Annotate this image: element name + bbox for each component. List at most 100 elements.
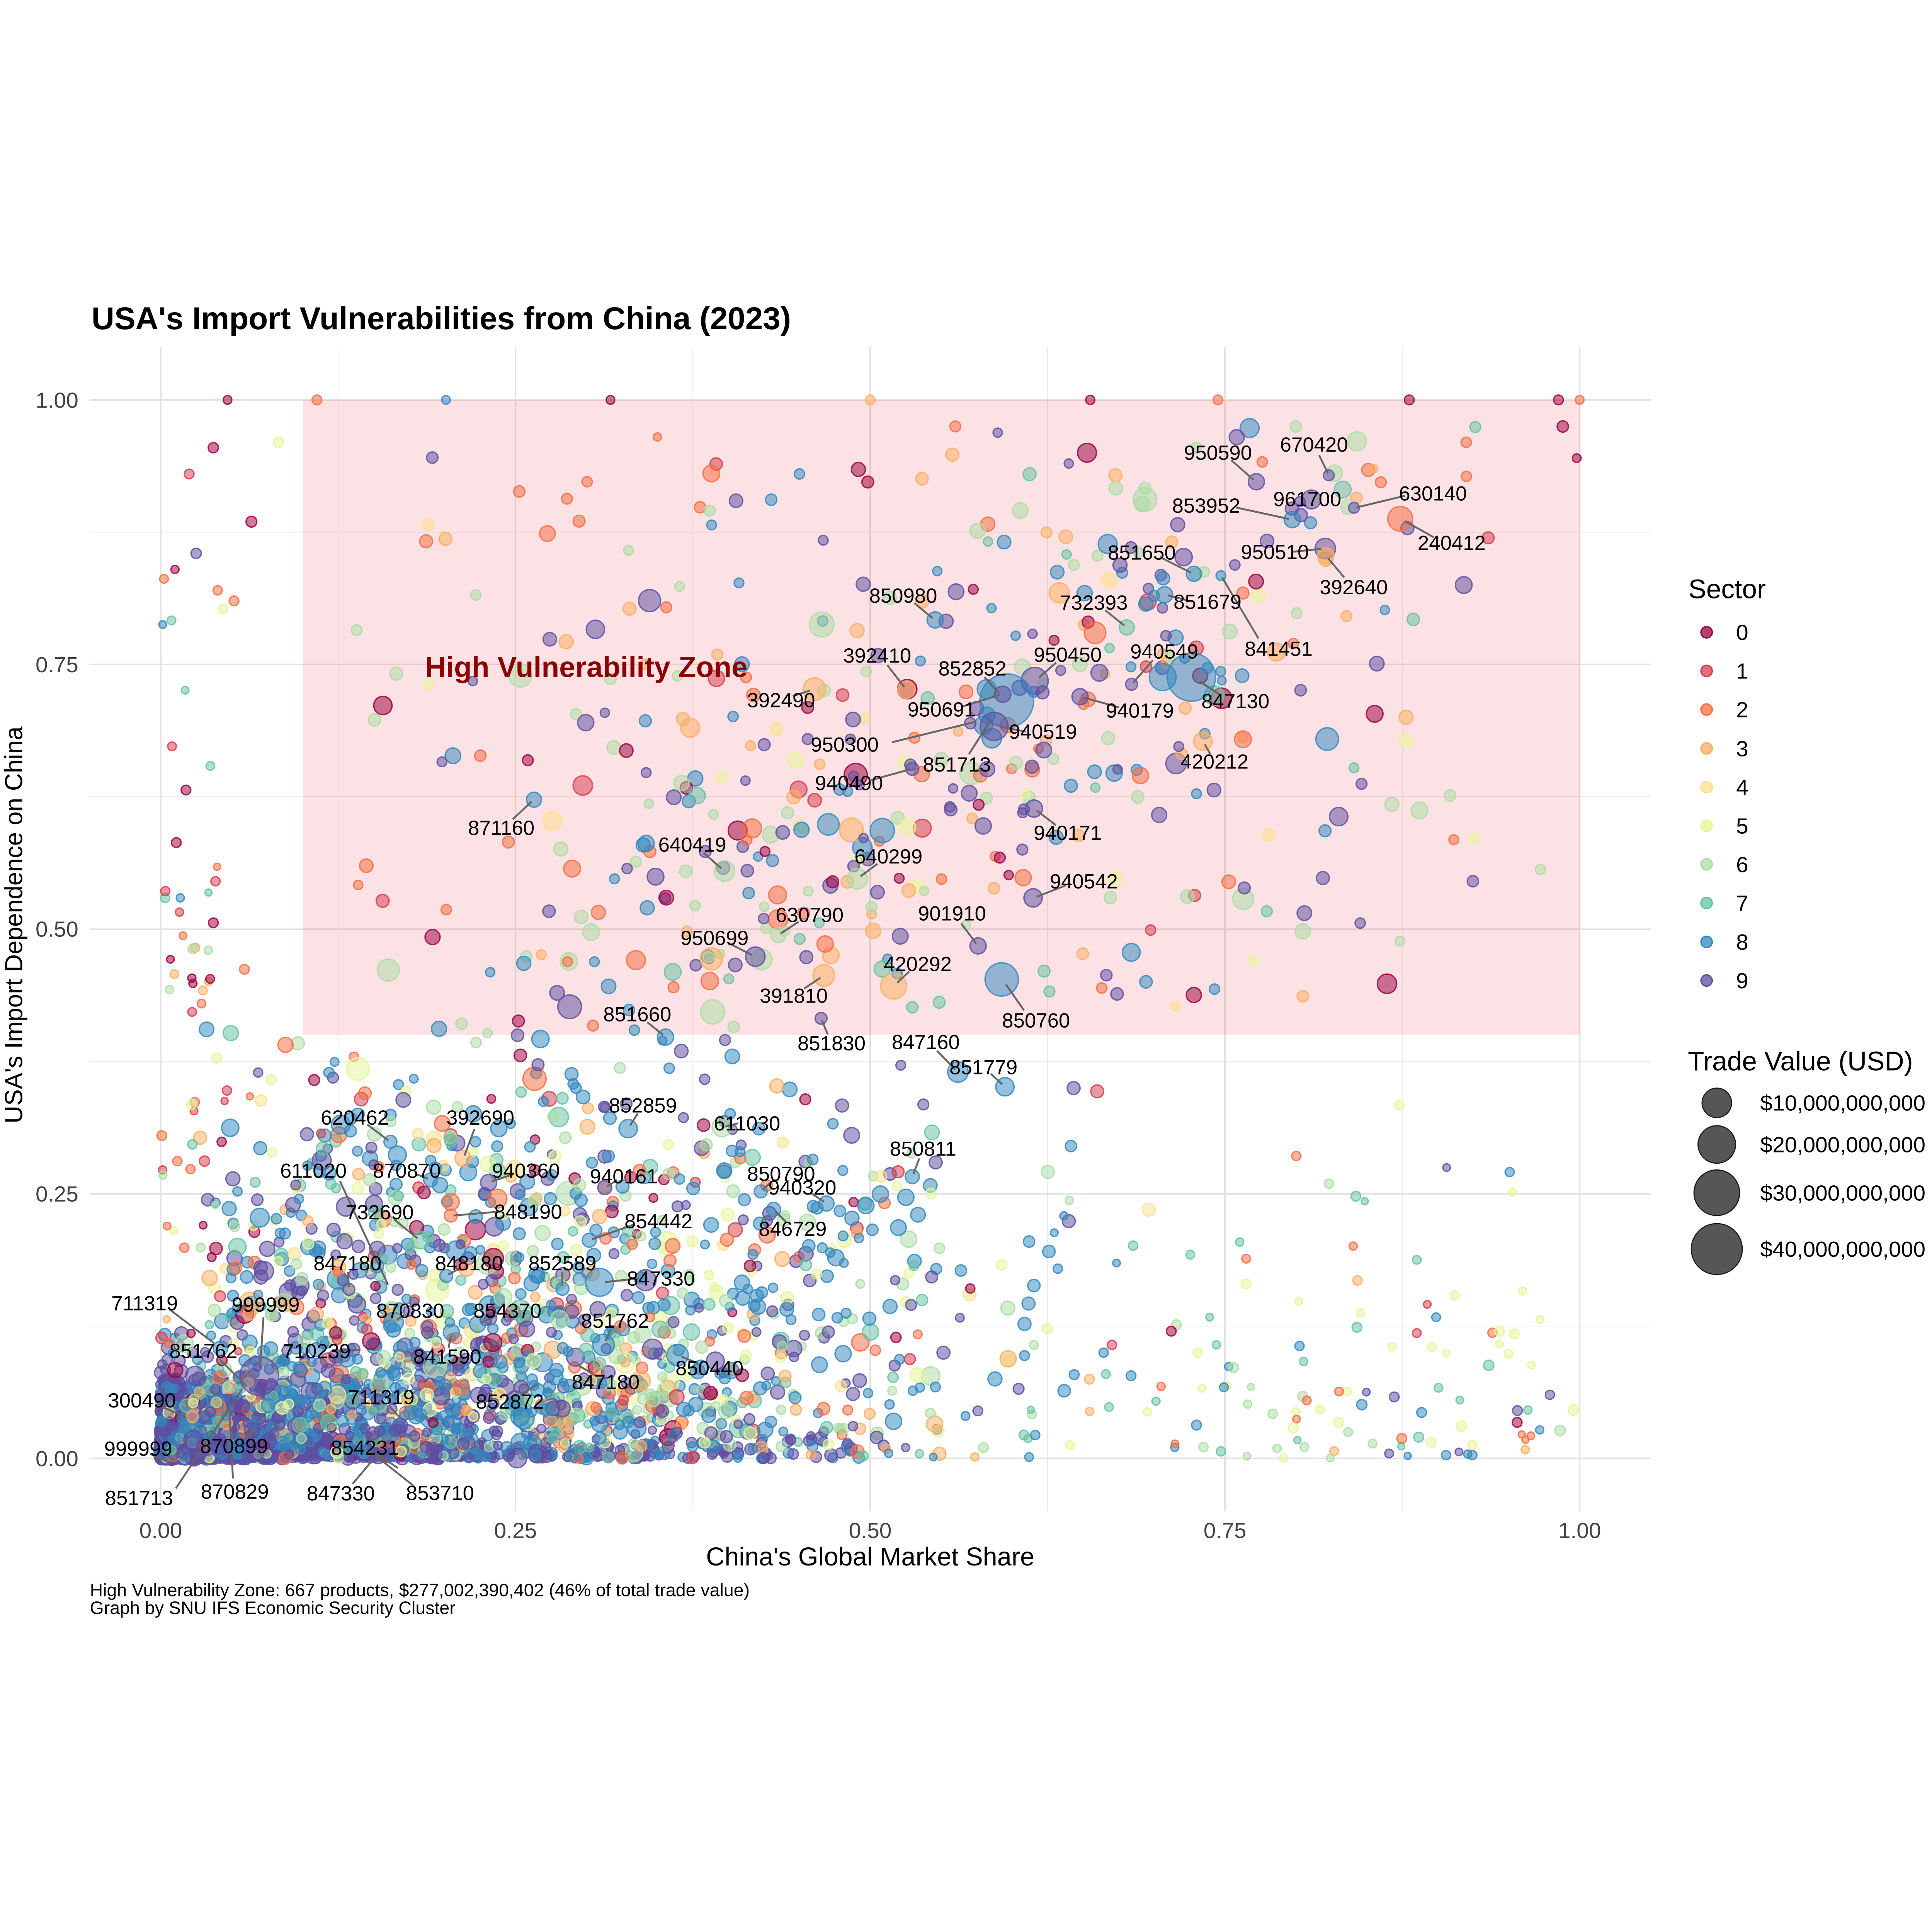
svg-text:940360: 940360 xyxy=(492,1159,560,1182)
svg-text:670420: 670420 xyxy=(1280,433,1348,456)
svg-text:940490: 940490 xyxy=(815,772,883,795)
svg-text:940171: 940171 xyxy=(1034,822,1102,845)
svg-text:950590: 950590 xyxy=(1184,442,1252,464)
svg-text:999999: 999999 xyxy=(104,1438,172,1460)
svg-text:850440: 850440 xyxy=(675,1357,743,1380)
svg-text:USA's Import Vulnerabilities f: USA's Import Vulnerabilities from China … xyxy=(92,301,791,336)
svg-text:853952: 853952 xyxy=(1172,495,1240,517)
svg-text:852589: 852589 xyxy=(529,1252,597,1275)
svg-text:851762: 851762 xyxy=(169,1340,237,1363)
svg-text:630140: 630140 xyxy=(1399,483,1467,505)
svg-text:850790: 850790 xyxy=(747,1163,815,1186)
svg-text:853710: 853710 xyxy=(406,1482,474,1504)
svg-text:392410: 392410 xyxy=(843,644,911,667)
svg-text:961700: 961700 xyxy=(1273,488,1341,511)
svg-text:392690: 392690 xyxy=(446,1106,514,1129)
svg-text:611030: 611030 xyxy=(714,1112,780,1135)
svg-text:847180: 847180 xyxy=(571,1371,639,1394)
svg-text:850760: 850760 xyxy=(1002,1009,1070,1032)
svg-text:847130: 847130 xyxy=(1201,690,1269,713)
svg-text:640419: 640419 xyxy=(658,834,726,857)
svg-text:300490: 300490 xyxy=(108,1389,176,1412)
svg-text:847160: 847160 xyxy=(892,1031,960,1054)
svg-text:940549: 940549 xyxy=(1130,641,1198,663)
svg-text:Trade Value (USD): Trade Value (USD) xyxy=(1688,1046,1913,1076)
svg-text:950510: 950510 xyxy=(1241,541,1309,564)
svg-text:0.50: 0.50 xyxy=(849,1518,892,1543)
svg-text:848190: 848190 xyxy=(494,1201,562,1224)
svg-text:854231: 854231 xyxy=(331,1437,399,1460)
svg-text:391810: 391810 xyxy=(760,985,828,1008)
svg-text:0.00: 0.00 xyxy=(36,1446,78,1471)
svg-text:$20,000,000,000: $20,000,000,000 xyxy=(1760,1132,1925,1157)
svg-text:841451: 841451 xyxy=(1245,638,1313,661)
svg-text:851660: 851660 xyxy=(603,1003,671,1026)
svg-text:392490: 392490 xyxy=(747,689,815,712)
svg-text:870899: 870899 xyxy=(200,1435,268,1458)
svg-text:851679: 851679 xyxy=(1173,591,1242,614)
svg-text:420292: 420292 xyxy=(884,953,952,976)
svg-text:901910: 901910 xyxy=(918,902,986,925)
svg-text:847330: 847330 xyxy=(307,1482,375,1505)
svg-text:847180: 847180 xyxy=(313,1252,381,1275)
svg-text:630790: 630790 xyxy=(776,904,844,927)
svg-text:2: 2 xyxy=(1736,698,1748,722)
svg-text:940542: 940542 xyxy=(1050,870,1118,893)
svg-text:852852: 852852 xyxy=(939,657,1007,680)
svg-text:0.25: 0.25 xyxy=(494,1518,537,1543)
svg-text:420212: 420212 xyxy=(1180,750,1248,773)
svg-text:870829: 870829 xyxy=(201,1480,269,1503)
svg-text:High Vulnerability Zone: 667 p: High Vulnerability Zone: 667 products, $… xyxy=(90,1580,750,1600)
svg-text:850811: 850811 xyxy=(890,1137,956,1160)
svg-text:$40,000,000,000: $40,000,000,000 xyxy=(1760,1237,1925,1262)
svg-text:9: 9 xyxy=(1736,969,1748,993)
svg-text:China's Global Market Share: China's Global Market Share xyxy=(706,1543,1034,1571)
svg-text:710239: 710239 xyxy=(282,1340,350,1363)
svg-text:611020: 611020 xyxy=(280,1159,347,1182)
svg-text:1.00: 1.00 xyxy=(36,388,78,413)
svg-text:871160: 871160 xyxy=(468,817,534,840)
svg-text:870870: 870870 xyxy=(373,1159,441,1182)
svg-text:950450: 950450 xyxy=(1034,644,1102,666)
svg-text:$10,000,000,000: $10,000,000,000 xyxy=(1760,1091,1925,1116)
svg-text:1: 1 xyxy=(1736,659,1748,684)
svg-text:4: 4 xyxy=(1736,775,1748,800)
svg-text:850980: 850980 xyxy=(869,585,937,607)
svg-text:847330: 847330 xyxy=(627,1268,695,1290)
svg-text:0.75: 0.75 xyxy=(36,653,78,677)
svg-text:732393: 732393 xyxy=(1060,591,1128,614)
svg-text:950699: 950699 xyxy=(680,927,748,950)
svg-text:846729: 846729 xyxy=(759,1218,827,1241)
svg-text:851650: 851650 xyxy=(1108,541,1176,564)
svg-text:940161: 940161 xyxy=(590,1165,658,1188)
svg-text:$30,000,000,000: $30,000,000,000 xyxy=(1760,1181,1925,1205)
svg-text:7: 7 xyxy=(1736,891,1748,916)
svg-text:1.00: 1.00 xyxy=(1558,1518,1601,1543)
svg-text:841590: 841590 xyxy=(413,1346,481,1368)
svg-text:8: 8 xyxy=(1736,930,1748,955)
svg-text:852859: 852859 xyxy=(609,1095,677,1117)
svg-text:6: 6 xyxy=(1736,852,1748,877)
svg-text:392640: 392640 xyxy=(1320,576,1388,599)
svg-text:851713: 851713 xyxy=(923,753,991,776)
svg-text:5: 5 xyxy=(1736,814,1748,838)
svg-text:3: 3 xyxy=(1736,736,1748,761)
svg-text:854442: 854442 xyxy=(624,1210,692,1233)
svg-text:940519: 940519 xyxy=(1009,721,1077,743)
svg-text:0.75: 0.75 xyxy=(1204,1518,1247,1543)
svg-text:852872: 852872 xyxy=(476,1390,544,1413)
svg-text:851762: 851762 xyxy=(581,1310,649,1333)
svg-text:870830: 870830 xyxy=(376,1300,444,1322)
svg-text:854370: 854370 xyxy=(473,1300,541,1322)
svg-text:Graph by SNU IFS Economic Secu: Graph by SNU IFS Economic Security Clust… xyxy=(90,1598,456,1618)
svg-text:950300: 950300 xyxy=(811,734,879,756)
svg-text:732690: 732690 xyxy=(346,1201,414,1224)
svg-text:711319: 711319 xyxy=(111,1292,178,1315)
svg-text:Sector: Sector xyxy=(1688,574,1766,604)
svg-text:0.25: 0.25 xyxy=(36,1182,78,1207)
svg-text:0.00: 0.00 xyxy=(139,1518,182,1543)
svg-text:USA's Import Dependence on Chi: USA's Import Dependence on China xyxy=(0,726,28,1123)
svg-text:620462: 620462 xyxy=(321,1106,389,1129)
svg-text:0: 0 xyxy=(1736,620,1748,645)
svg-text:950691: 950691 xyxy=(908,699,976,721)
